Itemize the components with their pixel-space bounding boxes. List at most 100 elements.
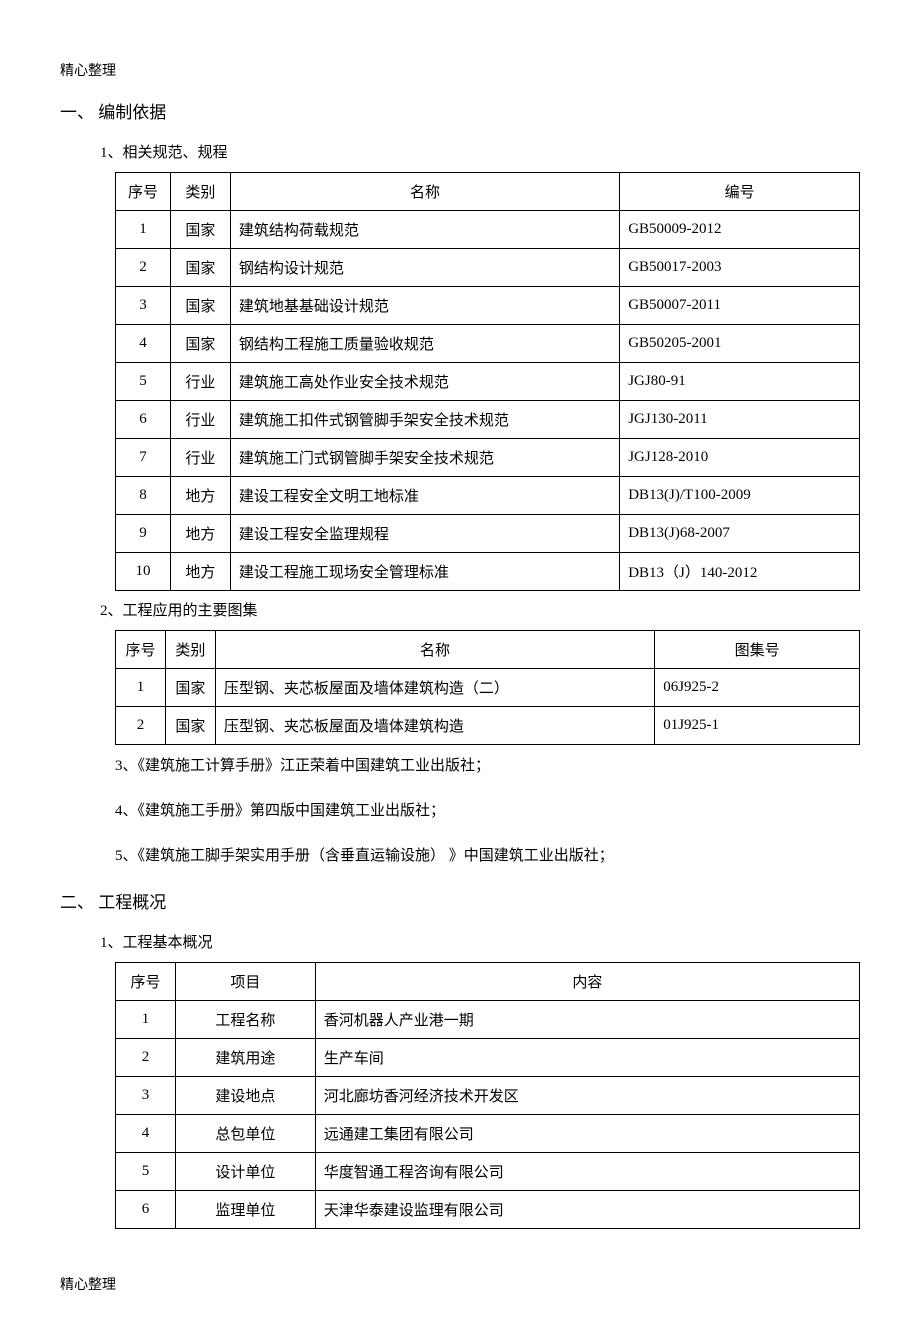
table-cell: 7 — [116, 439, 171, 477]
table-cell: 地方 — [170, 477, 230, 515]
table-row: 8地方建设工程安全文明工地标准DB13(J)/T100-2009 — [116, 477, 860, 515]
table-cell: GB50017-2003 — [620, 249, 860, 287]
table-cell: 4 — [116, 325, 171, 363]
table-cell: 9 — [116, 515, 171, 553]
item-5: 5、《建筑施工脚手架实用手册（含垂直运输设施） 》中国建筑工业出版社； — [115, 843, 860, 870]
col-atlas: 图集号 — [655, 631, 860, 669]
section-2-heading: 二、 工程概况 — [60, 888, 860, 913]
table-cell: 6 — [116, 1191, 176, 1229]
table-cell: 5 — [116, 1153, 176, 1191]
table-row: 3建设地点河北廊坊香河经济技术开发区 — [116, 1077, 860, 1115]
col-content: 内容 — [315, 963, 859, 1001]
table-row: 6行业建筑施工扣件式钢管脚手架安全技术规范JGJ130-2011 — [116, 401, 860, 439]
table-cell: 3 — [116, 1077, 176, 1115]
table-cell: 国家 — [170, 325, 230, 363]
table-row: 2建筑用途生产车间 — [116, 1039, 860, 1077]
table-cell: 压型钢、夹芯板屋面及墙体建筑构造（二） — [215, 669, 654, 707]
table-cell: 建筑地基基础设计规范 — [230, 287, 619, 325]
item-3: 3、《建筑施工计算手册》江正荣着中国建筑工业出版社； — [115, 753, 860, 780]
table-cell: 2 — [116, 249, 171, 287]
col-seq: 序号 — [116, 963, 176, 1001]
table-cell: 建筑施工高处作业安全技术规范 — [230, 363, 619, 401]
table-row: 1国家压型钢、夹芯板屋面及墙体建筑构造（二）06J925-2 — [116, 669, 860, 707]
table-cell: 河北廊坊香河经济技术开发区 — [315, 1077, 859, 1115]
table-cell: JGJ130-2011 — [620, 401, 860, 439]
item-4: 4、《建筑施工手册》第四版中国建筑工业出版社； — [115, 798, 860, 825]
table-cell: 建筑施工门式钢管脚手架安全技术规范 — [230, 439, 619, 477]
col-category: 类别 — [170, 173, 230, 211]
table-cell: 建设工程安全监理规程 — [230, 515, 619, 553]
table-cell: 建设地点 — [175, 1077, 315, 1115]
table-cell: 总包单位 — [175, 1115, 315, 1153]
table-row: 3国家建筑地基基础设计规范GB50007-2011 — [116, 287, 860, 325]
table-cell: 建筑用途 — [175, 1039, 315, 1077]
table-cell: 压型钢、夹芯板屋面及墙体建筑构造 — [215, 707, 654, 745]
col-code: 编号 — [620, 173, 860, 211]
col-seq: 序号 — [116, 173, 171, 211]
table-header-row: 序号 类别 名称 编号 — [116, 173, 860, 211]
section-1-heading: 一、 编制依据 — [60, 98, 860, 123]
table-cell: 钢结构设计规范 — [230, 249, 619, 287]
col-name: 名称 — [230, 173, 619, 211]
table-cell: GB50009-2012 — [620, 211, 860, 249]
table-cell: 建设工程安全文明工地标准 — [230, 477, 619, 515]
table-cell: 1 — [116, 1001, 176, 1039]
table-header-row: 序号 类别 名称 图集号 — [116, 631, 860, 669]
table-cell: 2 — [116, 1039, 176, 1077]
table-cell: 地方 — [170, 553, 230, 591]
table-row: 1工程名称香河机器人产业港一期 — [116, 1001, 860, 1039]
table-cell: 4 — [116, 1115, 176, 1153]
table-cell: JGJ80-91 — [620, 363, 860, 401]
table-row: 1国家建筑结构荷载规范GB50009-2012 — [116, 211, 860, 249]
col-seq: 序号 — [116, 631, 166, 669]
table-header-row: 序号 项目 内容 — [116, 963, 860, 1001]
table-cell: 06J925-2 — [655, 669, 860, 707]
table-cell: 钢结构工程施工质量验收规范 — [230, 325, 619, 363]
table-row: 9地方建设工程安全监理规程DB13(J)68-2007 — [116, 515, 860, 553]
standards-table: 序号 类别 名称 编号 1国家建筑结构荷载规范GB50009-20122国家钢结… — [115, 172, 860, 591]
table-cell: 01J925-1 — [655, 707, 860, 745]
table-cell: GB50007-2011 — [620, 287, 860, 325]
table-cell: 地方 — [170, 515, 230, 553]
table-cell: 5 — [116, 363, 171, 401]
table-cell: 国家 — [165, 669, 215, 707]
table-cell: 建设工程施工现场安全管理标准 — [230, 553, 619, 591]
table-cell: 1 — [116, 669, 166, 707]
table-cell: DB13（J）140-2012 — [620, 553, 860, 591]
table-cell: 3 — [116, 287, 171, 325]
table-cell: 香河机器人产业港一期 — [315, 1001, 859, 1039]
table-cell: GB50205-2001 — [620, 325, 860, 363]
table-row: 7行业建筑施工门式钢管脚手架安全技术规范JGJ128-2010 — [116, 439, 860, 477]
table-cell: 行业 — [170, 401, 230, 439]
table-row: 5行业建筑施工高处作业安全技术规范JGJ80-91 — [116, 363, 860, 401]
atlas-table: 序号 类别 名称 图集号 1国家压型钢、夹芯板屋面及墙体建筑构造（二）06J92… — [115, 630, 860, 745]
page-footer: 精心整理 — [60, 1274, 860, 1294]
col-item: 项目 — [175, 963, 315, 1001]
table-cell: 国家 — [170, 287, 230, 325]
table-cell: 华度智通工程咨询有限公司 — [315, 1153, 859, 1191]
table-cell: 国家 — [170, 211, 230, 249]
table-row: 5设计单位华度智通工程咨询有限公司 — [116, 1153, 860, 1191]
table-row: 2国家压型钢、夹芯板屋面及墙体建筑构造01J925-1 — [116, 707, 860, 745]
col-name: 名称 — [215, 631, 654, 669]
table-cell: 建筑结构荷载规范 — [230, 211, 619, 249]
table-cell: 行业 — [170, 439, 230, 477]
table-cell: 10 — [116, 553, 171, 591]
table-row: 6监理单位天津华泰建设监理有限公司 — [116, 1191, 860, 1229]
project-info-table: 序号 项目 内容 1工程名称香河机器人产业港一期2建筑用途生产车间3建设地点河北… — [115, 962, 860, 1229]
table-row: 4总包单位远通建工集团有限公司 — [116, 1115, 860, 1153]
table-cell: 设计单位 — [175, 1153, 315, 1191]
table-cell: 监理单位 — [175, 1191, 315, 1229]
subsection-1-1: 1、相关规范、规程 — [100, 141, 860, 162]
table-cell: 生产车间 — [315, 1039, 859, 1077]
col-category: 类别 — [165, 631, 215, 669]
table-cell: 工程名称 — [175, 1001, 315, 1039]
table-cell: 6 — [116, 401, 171, 439]
table-cell: 2 — [116, 707, 166, 745]
table-row: 4国家钢结构工程施工质量验收规范GB50205-2001 — [116, 325, 860, 363]
table-cell: 1 — [116, 211, 171, 249]
table-cell: 8 — [116, 477, 171, 515]
subsection-1-2: 2、工程应用的主要图集 — [100, 599, 860, 620]
table-cell: JGJ128-2010 — [620, 439, 860, 477]
table-cell: 行业 — [170, 363, 230, 401]
